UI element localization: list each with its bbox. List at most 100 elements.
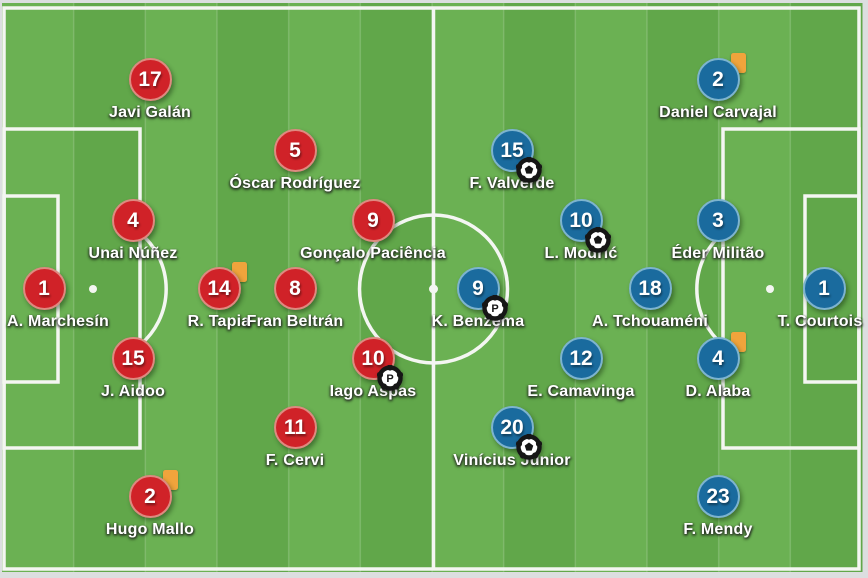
player-name-label: F. Mendy xyxy=(683,521,753,538)
player-name-label: F. Valverde xyxy=(469,175,555,192)
player-name-label: E. Camavinga xyxy=(527,383,635,400)
player-number: 17 xyxy=(138,68,162,91)
player-number: 15 xyxy=(500,139,524,162)
player-marker: 3 Éder Militão xyxy=(623,199,813,263)
player-marker: 18 A. Tchouaméni xyxy=(555,267,745,331)
player-name-label: Unai Núñez xyxy=(88,245,178,262)
player-number: 5 xyxy=(289,139,301,162)
player-number-badge: 23 xyxy=(696,475,740,518)
player-marker: 9 P K. Benzema xyxy=(383,267,573,331)
player-number-badge: 1 xyxy=(22,267,66,310)
player-marker: 14 R. Tapia xyxy=(124,262,314,331)
player-marker: 1 A. Marchesín xyxy=(0,267,139,331)
player-number: 4 xyxy=(127,209,139,232)
player-number: 11 xyxy=(283,416,307,439)
player-number-badge: 3 xyxy=(696,199,740,242)
penalty-letter: P xyxy=(491,303,498,315)
player-number: 8 xyxy=(289,277,301,300)
player-name-label: Hugo Mallo xyxy=(105,521,195,538)
player-name-label: Éder Militão xyxy=(671,245,765,262)
player-number: 2 xyxy=(144,485,156,508)
player-number-badge: 4 xyxy=(111,199,155,242)
player-number: 15 xyxy=(121,347,145,370)
player-number-badge: 10 xyxy=(559,199,603,242)
player-number-badge: 1 xyxy=(802,267,846,310)
player-number-badge: 5 xyxy=(273,129,317,172)
player-number-badge: 15 xyxy=(111,337,155,380)
player-marker: 1 T. Courtois xyxy=(729,267,868,331)
player-marker: 10 L. Modrić xyxy=(486,199,676,263)
player-number: 10 xyxy=(569,209,593,232)
player-number-badge: 2 xyxy=(128,475,172,518)
player-number-badge: 18 xyxy=(628,267,672,310)
pitch-stripe xyxy=(360,3,433,572)
player-number: 9 xyxy=(472,277,484,300)
player-name-label: Javi Galán xyxy=(108,104,192,121)
penalty-goal-icon: P xyxy=(482,295,508,321)
player-marker: 12 E. Camavinga xyxy=(486,337,676,401)
player-marker: 5 Óscar Rodríguez xyxy=(200,129,390,193)
penalty-arc-left xyxy=(138,231,168,347)
player-number-badge: 11 xyxy=(273,406,317,449)
player-number: 10 xyxy=(361,347,385,370)
player-marker: 2 Hugo Mallo xyxy=(55,470,245,539)
player-number-badge: 17 xyxy=(128,58,172,101)
player-number-badge: 9 xyxy=(351,199,395,242)
player-number: 18 xyxy=(638,277,662,300)
player-name-label: A. Tchouaméni xyxy=(591,313,709,330)
penalty-goal-icon: P xyxy=(377,365,403,391)
player-name-label: J. Aidoo xyxy=(100,383,166,400)
player-number-badge: 20 xyxy=(490,406,534,449)
pitch-stripe xyxy=(503,3,576,572)
player-name-label: T. Courtois xyxy=(777,313,863,330)
player-marker: 15 F. Valverde xyxy=(417,129,607,193)
player-marker: 20 Vinícius Junior xyxy=(417,406,607,470)
player-number-badge: 4 xyxy=(696,337,740,380)
player-marker: 23 F. Mendy xyxy=(623,475,813,539)
penalty-spot-right xyxy=(766,285,774,293)
player-number: 9 xyxy=(367,209,379,232)
player-marker: 10 P Iago Aspas xyxy=(278,337,468,401)
goal-icon xyxy=(516,434,542,460)
goal-icon xyxy=(585,227,611,253)
player-number: 2 xyxy=(712,68,724,91)
player-marker: 9 Gonçalo Paciência xyxy=(278,199,468,263)
player-name-label: K. Benzema xyxy=(431,313,525,330)
player-name-label: Gonçalo Paciência xyxy=(300,245,446,262)
player-number: 1 xyxy=(38,277,50,300)
player-number: 20 xyxy=(500,416,524,439)
player-marker: 8 Fran Beltrán xyxy=(200,267,390,331)
player-name-label: Fran Beltrán xyxy=(246,313,344,330)
player-number: 1 xyxy=(818,277,830,300)
player-marker: 11 F. Cervi xyxy=(200,406,390,470)
player-name-label: Daniel Carvajal xyxy=(659,104,777,121)
player-name-label: R. Tapia xyxy=(187,313,251,330)
player-number-badge: 2 xyxy=(696,58,740,101)
player-marker: 4 Unai Núñez xyxy=(38,199,228,263)
goal-icon xyxy=(516,157,542,183)
penalty-letter: P xyxy=(386,373,393,385)
pitch-stripe xyxy=(73,3,146,572)
player-number: 23 xyxy=(706,485,730,508)
player-name-label: Iago Aspas xyxy=(329,383,417,400)
player-number-badge: 8 xyxy=(273,267,317,310)
player-name-label: Óscar Rodríguez xyxy=(229,175,361,192)
pitch-stripe xyxy=(718,3,791,572)
player-marker: 15 J. Aidoo xyxy=(38,337,228,401)
player-number-badge: 12 xyxy=(559,337,603,380)
player-marker: 4 D. Alaba xyxy=(623,332,813,401)
player-number: 4 xyxy=(712,347,724,370)
player-name-label: D. Alaba xyxy=(685,383,751,400)
player-marker: 17 Javi Galán xyxy=(55,58,245,122)
penalty-spot-left xyxy=(89,285,97,293)
player-marker: 2 Daniel Carvajal xyxy=(623,53,813,122)
player-number: 14 xyxy=(207,277,231,300)
player-name-label: A. Marchesín xyxy=(7,313,109,330)
penalty-arc-right xyxy=(695,231,725,347)
player-number-badge: 14 xyxy=(197,267,241,310)
center-circle xyxy=(357,213,510,365)
player-name-label: Vinícius Junior xyxy=(453,452,571,469)
player-number-badge: 9 xyxy=(456,267,500,310)
center-spot xyxy=(429,284,438,294)
